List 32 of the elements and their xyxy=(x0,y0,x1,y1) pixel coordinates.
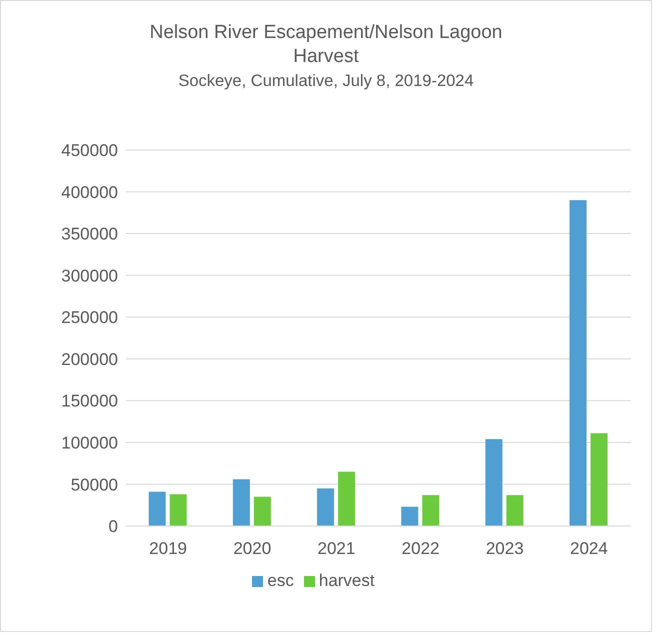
x-tick-label: 2023 xyxy=(486,539,524,558)
x-tick-label: 2020 xyxy=(233,539,272,558)
y-tick-label: 350000 xyxy=(61,224,118,244)
bar xyxy=(401,506,418,526)
y-tick-label: 200000 xyxy=(61,350,118,369)
bar xyxy=(254,496,271,526)
y-tick-label: 100000 xyxy=(61,433,118,452)
bar xyxy=(506,495,524,526)
x-tick-label: 2022 xyxy=(402,539,440,558)
bar xyxy=(485,439,502,526)
x-tick-label: 2021 xyxy=(318,539,356,558)
bar xyxy=(570,200,587,526)
legend-label: harvest xyxy=(318,571,375,590)
bar xyxy=(422,495,440,526)
bar xyxy=(338,472,356,526)
y-tick-label: 300000 xyxy=(61,266,118,286)
bar xyxy=(590,433,608,526)
y-tick-label: 150000 xyxy=(61,392,118,411)
bar xyxy=(148,492,166,526)
bar xyxy=(232,479,250,526)
y-tick-label: 400000 xyxy=(61,182,118,202)
y-tick-label: 250000 xyxy=(61,308,118,328)
x-tick-label: 2019 xyxy=(149,539,187,558)
bar xyxy=(317,488,334,526)
legend-label: esc xyxy=(267,571,294,590)
x-tick-label: 2024 xyxy=(570,539,608,558)
y-tick-label: 450000 xyxy=(61,141,118,160)
chart-subtitle: Sockeye, Cumulative, July 8, 2019-2024 xyxy=(177,71,475,92)
y-tick-label: 0 xyxy=(108,517,118,536)
bar xyxy=(170,494,187,526)
chart-title: Nelson River Escapement/Nelson Lagoon Harvest xyxy=(148,21,504,69)
y-tick-label: 50000 xyxy=(70,475,118,494)
